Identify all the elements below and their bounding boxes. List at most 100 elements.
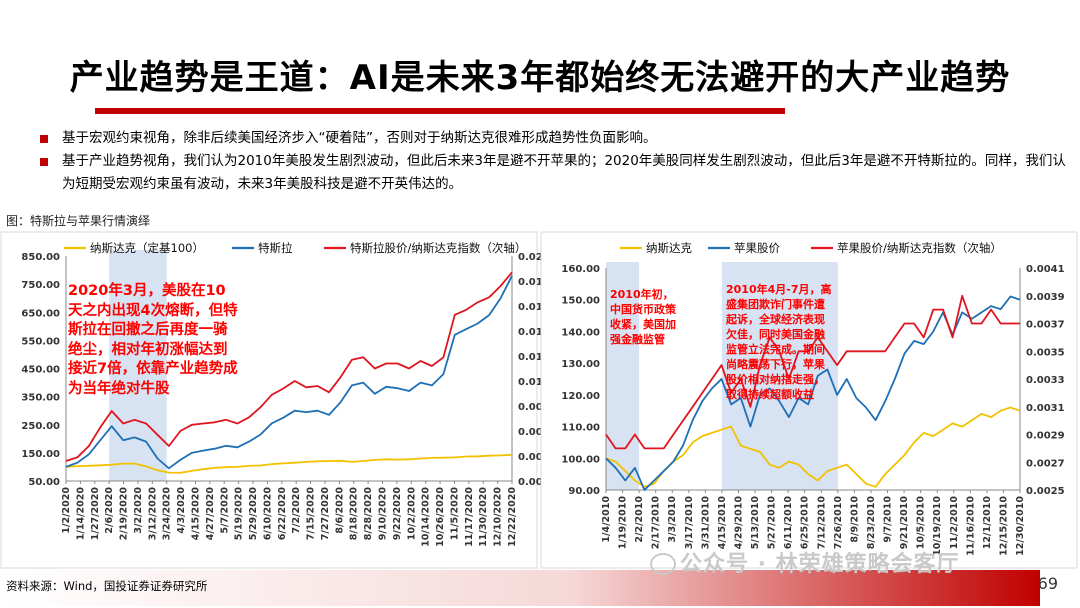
apple-x-tick-label: 1/4/2010: [601, 496, 612, 543]
apple-y2-tick-label: 0.0039: [1026, 292, 1065, 303]
apple-x-tick-label: 9/7/2010: [883, 496, 894, 543]
tesla-legend-label: 纳斯达克（定基100）: [90, 241, 204, 255]
tesla-x-tick-label: 6/22/2020: [277, 487, 288, 541]
footer-bar: [0, 570, 1040, 606]
apple-y2-tick-label: 0.0027: [1026, 458, 1065, 469]
bullet-square-icon: [40, 158, 48, 166]
tesla-x-tick-label: 12/10/2020: [493, 487, 504, 547]
tesla-x-tick-label: 9/22/2020: [392, 487, 403, 541]
apple-x-tick-label: 7/26/2010: [833, 496, 844, 550]
watermark: 公众号 · 林荣雄策略会客厅: [680, 552, 960, 577]
tesla-y2-tick-label: 0.008: [518, 402, 550, 413]
bullet-square-icon: [40, 135, 48, 143]
apple-y-tick-label: 100.00: [561, 454, 600, 465]
apple-x-tick-label: 10/19/2010: [932, 496, 943, 556]
apple-shaded-period: [606, 262, 640, 490]
apple-x-tick-label: 12/1/2010: [982, 496, 993, 550]
tesla-y-tick-label: 50.00: [28, 477, 60, 488]
apple-x-tick-label: 12/30/2010: [1015, 496, 1026, 556]
apple-x-tick-label: 7/12/2010: [816, 496, 827, 550]
bullet-item: 基于宏观约束视角，除非后续美国经济步入“硬着陆”，否则对于纳斯达克很难形成趋势性…: [12, 127, 1072, 150]
apple-series-line-2: [605, 294, 1020, 450]
tesla-x-tick-label: 8/6/2020: [334, 487, 345, 534]
tesla-x-tick-label: 12/22/2020: [507, 487, 518, 547]
tesla-y-tick-label: 150.00: [21, 449, 60, 460]
tesla-legend-label: 特斯拉: [258, 241, 293, 255]
tesla-y2-tick-label: 0.01: [518, 377, 543, 388]
tesla-y-tick-label: 650.00: [21, 308, 60, 319]
tesla-x-tick-label: 1/14/2020: [75, 487, 86, 541]
apple-x-tick-label: 6/11/2010: [783, 496, 794, 550]
tesla-y-tick-label: 550.00: [21, 336, 60, 347]
apple-y-tick-label: 160.00: [561, 264, 600, 275]
tesla-series-line-2: [65, 271, 513, 462]
tesla-y-tick-label: 450.00: [21, 365, 60, 376]
apple-x-tick-label: 3/17/2010: [684, 496, 695, 550]
apple-y-tick-label: 140.00: [561, 327, 600, 338]
tesla-x-tick-label: 3/12/2020: [147, 487, 158, 541]
tesla-x-tick-label: 3/2/2020: [133, 487, 144, 534]
tesla-series-line-1: [65, 275, 513, 470]
tesla-x-tick-label: 2/19/2020: [119, 487, 130, 541]
tesla-shaded-period: [109, 250, 167, 481]
figure-caption: 图：特斯拉与苹果行情演绎: [6, 214, 151, 228]
apple-y2-tick-label: 0.0031: [1026, 403, 1065, 414]
apple-y-tick-label: 90.00: [568, 486, 600, 497]
apple-x-tick-label: 5/27/2010: [767, 496, 778, 550]
apple-x-tick-label: 11/16/2010: [965, 496, 976, 556]
tesla-y-tick-label: 250.00: [21, 421, 60, 432]
bullet-item: 基于产业趋势视角，我们认为2010年美股发生剧烈波动，但此后未来3年是避不开苹果…: [12, 150, 1072, 196]
bullet-list: 基于宏观约束视角，除非后续美国经济步入“硬着陆”，否则对于纳斯达克很难形成趋势性…: [12, 127, 1072, 196]
tesla-series-line-0: [65, 453, 513, 474]
tesla-x-tick-label: 2/6/2020: [104, 487, 115, 534]
tesla-y2-tick-label: 0.002: [518, 477, 550, 488]
tesla-x-tick-label: 11/5/2020: [449, 487, 460, 541]
tesla-y2-tick-label: 0.004: [518, 452, 550, 463]
apple-legend-label: 纳斯达克: [646, 241, 692, 255]
tesla-x-tick-label: 7/27/2020: [320, 487, 331, 541]
tesla-y-tick-label: 850.00: [21, 252, 60, 263]
tesla-x-tick-label: 10/2/2020: [406, 487, 417, 541]
tesla-x-tick-label: 3/24/2020: [162, 487, 173, 541]
tesla-x-tick-label: 9/10/2020: [378, 487, 389, 541]
wechat-icon: [650, 553, 676, 575]
tesla-y2-tick-label: 0.012: [518, 352, 550, 363]
apple-x-tick-label: 6/25/2010: [800, 496, 811, 550]
apple-y2-tick-label: 0.0029: [1026, 431, 1065, 442]
tesla-chart-frame: [0, 231, 538, 569]
apple-legend-label: 苹果股价/纳斯达克指数（次轴）: [837, 241, 1002, 255]
apple-annotation-early: 2010年初，中国货币政策收紧，美国加强金融监管: [610, 288, 676, 346]
tesla-x-tick-label: 5/7/2020: [219, 487, 230, 534]
apple-y-tick-label: 150.00: [561, 296, 600, 307]
bullet-text: 基于产业趋势视角，我们认为2010年美股发生剧烈波动，但此后未来3年是避不开苹果…: [62, 153, 1066, 192]
tesla-y2-tick-label: 0.02: [518, 252, 543, 263]
tesla-x-tick-label: 4/3/2020: [176, 487, 187, 534]
apple-y2-tick-label: 0.0033: [1026, 375, 1065, 386]
apple-y2-tick-label: 0.0041: [1026, 264, 1065, 275]
apple-annotation-mid: 2010年4月-7月，高盛集团欺诈门事件遭起诉，全球经济表现欠佳，同时美国金融监…: [726, 283, 832, 401]
apple-x-tick-label: 8/9/2010: [849, 496, 860, 543]
apple-x-tick-label: 11/2/2010: [949, 496, 960, 550]
tesla-y2-tick-label: 0.014: [518, 327, 550, 338]
apple-x-tick-label: 3/31/2010: [700, 496, 711, 550]
bullet-text: 基于宏观约束视角，除非后续美国经济步入“硬着陆”，否则对于纳斯达克很难形成趋势性…: [62, 130, 657, 146]
tesla-x-tick-label: 6/10/2020: [262, 487, 273, 541]
apple-x-tick-label: 2/2/2010: [634, 496, 645, 543]
tesla-x-tick-label: 11/30/2020: [478, 487, 489, 547]
apple-x-tick-label: 4/29/2010: [733, 496, 744, 550]
apple-y2-tick-label: 0.0035: [1026, 347, 1065, 358]
tesla-x-tick-label: 4/27/2020: [205, 487, 216, 541]
apple-y-tick-label: 130.00: [561, 359, 600, 370]
tesla-x-tick-label: 1/27/2020: [90, 487, 101, 541]
tesla-x-tick-label: 5/19/2020: [234, 487, 245, 541]
tesla-y2-tick-label: 0.006: [518, 427, 550, 438]
apple-y2-tick-label: 0.0025: [1026, 486, 1065, 497]
apple-y-tick-label: 120.00: [561, 391, 600, 402]
source-note: 资料来源：Wind，国投证券证券研究所: [6, 579, 208, 593]
tesla-y2-tick-label: 0.018: [518, 277, 550, 288]
apple-x-tick-label: 4/15/2010: [717, 496, 728, 550]
apple-x-tick-label: 10/5/2010: [916, 496, 927, 550]
apple-y2-tick-label: 0.0037: [1026, 320, 1065, 331]
apple-x-tick-label: 8/23/2010: [866, 496, 877, 550]
